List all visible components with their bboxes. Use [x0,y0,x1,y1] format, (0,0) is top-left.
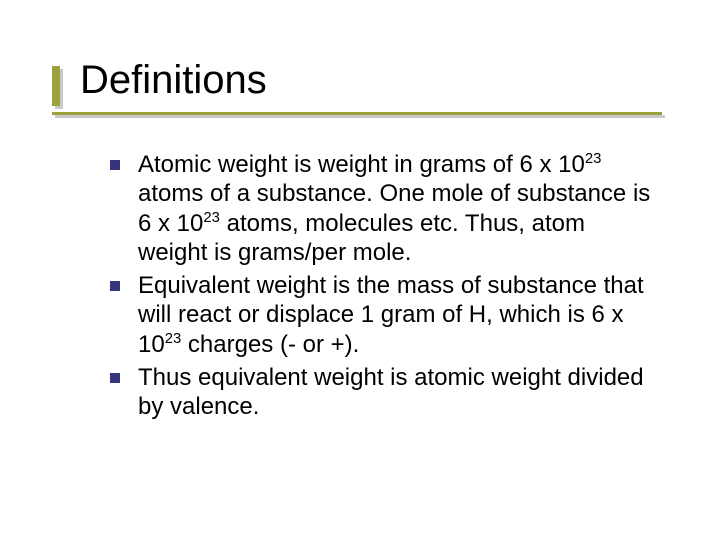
square-bullet-icon [110,160,120,170]
body-content: Atomic weight is weight in grams of 6 x … [110,150,660,425]
bullet-text: Equivalent weight is the mass of substan… [138,271,660,359]
bullet-text: Thus equivalent weight is atomic weight … [138,363,660,422]
bullet-text: Atomic weight is weight in grams of 6 x … [138,150,660,267]
bullet-item: Equivalent weight is the mass of substan… [110,271,660,359]
superscript: 23 [165,331,182,347]
superscript: 23 [585,151,602,167]
bullet-item: Thus equivalent weight is atomic weight … [110,363,660,422]
square-bullet-icon [110,373,120,383]
superscript: 23 [203,210,220,226]
slide-title: Definitions [80,58,680,102]
title-underline-fill [52,112,662,115]
title-container: Definitions [80,58,680,102]
title-accent-fill [52,66,60,106]
square-bullet-icon [110,281,120,291]
slide: Definitions Atomic weight is weight in g… [0,0,720,540]
title-accent-bar [52,66,60,106]
title-underline [52,112,662,115]
title-underline-shadow [55,115,665,118]
bullet-item: Atomic weight is weight in grams of 6 x … [110,150,660,267]
